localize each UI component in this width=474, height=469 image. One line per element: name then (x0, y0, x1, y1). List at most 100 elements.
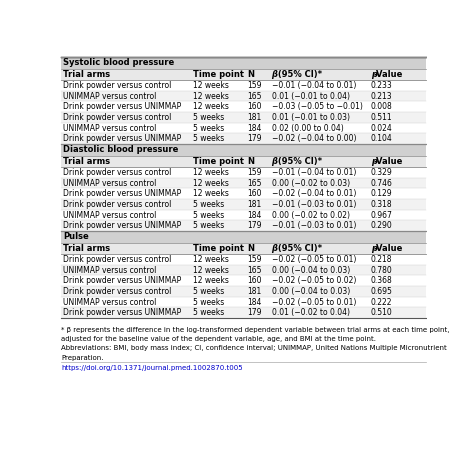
Text: * β represents the difference in the log-transformed dependent variable between : * β represents the difference in the log… (61, 326, 449, 333)
Text: 184: 184 (247, 123, 261, 133)
Text: 0.218: 0.218 (371, 255, 392, 264)
Text: 5 weeks: 5 weeks (193, 200, 224, 209)
Text: 159: 159 (247, 168, 261, 177)
Text: −0.01 (−0.04 to 0.01): −0.01 (−0.04 to 0.01) (272, 168, 356, 177)
Text: 12 weeks: 12 weeks (193, 189, 228, 198)
Bar (61, 308, 426, 318)
Text: Systolic blood pressure: Systolic blood pressure (64, 58, 174, 67)
Text: 0.695: 0.695 (371, 287, 392, 296)
Text: Drink powder versus control: Drink powder versus control (64, 168, 172, 177)
Text: 165: 165 (247, 179, 261, 188)
Text: 181: 181 (247, 200, 261, 209)
Text: Trial arms: Trial arms (64, 157, 110, 166)
Bar (61, 210, 426, 220)
Text: −0.02 (−0.04 to 0.00): −0.02 (−0.04 to 0.00) (272, 134, 356, 143)
Bar (61, 275, 426, 286)
Text: 5 weeks: 5 weeks (193, 287, 224, 296)
Text: 0.00 (−0.04 to 0.03): 0.00 (−0.04 to 0.03) (272, 287, 350, 296)
Bar (61, 101, 426, 112)
Text: 0.129: 0.129 (371, 189, 392, 198)
Bar (61, 199, 426, 210)
Text: 179: 179 (247, 221, 261, 230)
Text: Time point: Time point (193, 70, 244, 79)
Text: -Value: -Value (374, 244, 403, 253)
Text: UNIMMAP versus control: UNIMMAP versus control (64, 123, 157, 133)
Text: UNIMMAP versus control: UNIMMAP versus control (64, 179, 157, 188)
Text: Time point: Time point (193, 244, 244, 253)
Text: p: p (371, 244, 377, 253)
Text: Drink powder versus control: Drink powder versus control (64, 200, 172, 209)
Text: Drink powder versus UNIMMAP: Drink powder versus UNIMMAP (64, 221, 182, 230)
Text: 0.318: 0.318 (371, 200, 392, 209)
Text: 159: 159 (247, 255, 261, 264)
Text: 181: 181 (247, 287, 261, 296)
Text: −0.02 (−0.04 to 0.01): −0.02 (−0.04 to 0.01) (272, 189, 356, 198)
Text: (95% CI)*: (95% CI)* (275, 70, 322, 79)
Bar (61, 189, 426, 199)
Text: Trial arms: Trial arms (64, 244, 110, 253)
Text: Drink powder versus UNIMMAP: Drink powder versus UNIMMAP (64, 134, 182, 143)
Bar (61, 167, 426, 178)
Text: 0.746: 0.746 (371, 179, 392, 188)
Text: Preparation.: Preparation. (61, 355, 104, 361)
Bar (61, 265, 426, 275)
Text: 5 weeks: 5 weeks (193, 308, 224, 317)
Text: Diastolic blood pressure: Diastolic blood pressure (64, 145, 179, 154)
Bar (61, 297, 426, 308)
Text: 184: 184 (247, 298, 261, 307)
Text: 5 weeks: 5 weeks (193, 134, 224, 143)
Text: 0.510: 0.510 (371, 308, 392, 317)
Bar (61, 112, 426, 123)
Bar (61, 231, 426, 242)
Text: 0.368: 0.368 (371, 276, 392, 285)
Text: N: N (247, 244, 254, 253)
Bar (61, 286, 426, 297)
Text: 12 weeks: 12 weeks (193, 168, 228, 177)
Text: 5 weeks: 5 weeks (193, 298, 224, 307)
Text: 165: 165 (247, 91, 261, 100)
Text: 0.01 (−0.02 to 0.04): 0.01 (−0.02 to 0.04) (272, 308, 350, 317)
Text: 12 weeks: 12 weeks (193, 255, 228, 264)
Bar (61, 133, 426, 144)
Text: 0.01 (−0.01 to 0.04): 0.01 (−0.01 to 0.04) (272, 91, 350, 100)
Text: 12 weeks: 12 weeks (193, 179, 228, 188)
Text: 0.024: 0.024 (371, 123, 392, 133)
Text: −0.01 (−0.03 to 0.01): −0.01 (−0.03 to 0.01) (272, 221, 356, 230)
Text: 184: 184 (247, 211, 261, 219)
Text: −0.02 (−0.05 to 0.02): −0.02 (−0.05 to 0.02) (272, 276, 356, 285)
Text: 0.00 (−0.04 to 0.03): 0.00 (−0.04 to 0.03) (272, 265, 350, 275)
Text: UNIMMAP versus control: UNIMMAP versus control (64, 211, 157, 219)
Text: UNIMMAP versus control: UNIMMAP versus control (64, 265, 157, 275)
Text: N: N (247, 70, 254, 79)
Text: Drink powder versus UNIMMAP: Drink powder versus UNIMMAP (64, 189, 182, 198)
Bar (61, 220, 426, 231)
Bar (61, 123, 426, 133)
Text: Drink powder versus UNIMMAP: Drink powder versus UNIMMAP (64, 102, 182, 111)
Text: Drink powder versus control: Drink powder versus control (64, 81, 172, 90)
Text: 5 weeks: 5 weeks (193, 123, 224, 133)
Text: p: p (371, 70, 377, 79)
Text: Time point: Time point (193, 157, 244, 166)
Bar (61, 57, 426, 68)
Text: Trial arms: Trial arms (64, 70, 110, 79)
Text: 0.290: 0.290 (371, 221, 392, 230)
Text: UNIMMAP versus control: UNIMMAP versus control (64, 91, 157, 100)
Text: β: β (272, 70, 278, 79)
Text: 12 weeks: 12 weeks (193, 81, 228, 90)
Text: -Value: -Value (374, 157, 403, 166)
Text: 160: 160 (247, 102, 261, 111)
Text: 0.213: 0.213 (371, 91, 392, 100)
Text: 0.329: 0.329 (371, 168, 392, 177)
Text: 12 weeks: 12 weeks (193, 265, 228, 275)
Text: 165: 165 (247, 265, 261, 275)
Text: 5 weeks: 5 weeks (193, 113, 224, 122)
Text: 0.008: 0.008 (371, 102, 392, 111)
Text: Abbreviations: BMI, body mass index; CI, confidence interval; UNIMMAP, United Na: Abbreviations: BMI, body mass index; CI,… (61, 346, 447, 351)
Bar (61, 156, 426, 167)
Text: 179: 179 (247, 308, 261, 317)
Text: 0.01 (−0.01 to 0.03): 0.01 (−0.01 to 0.03) (272, 113, 350, 122)
Text: N: N (247, 157, 254, 166)
Text: Drink powder versus control: Drink powder versus control (64, 287, 172, 296)
Text: Pulse: Pulse (64, 232, 89, 242)
Text: p: p (371, 157, 377, 166)
